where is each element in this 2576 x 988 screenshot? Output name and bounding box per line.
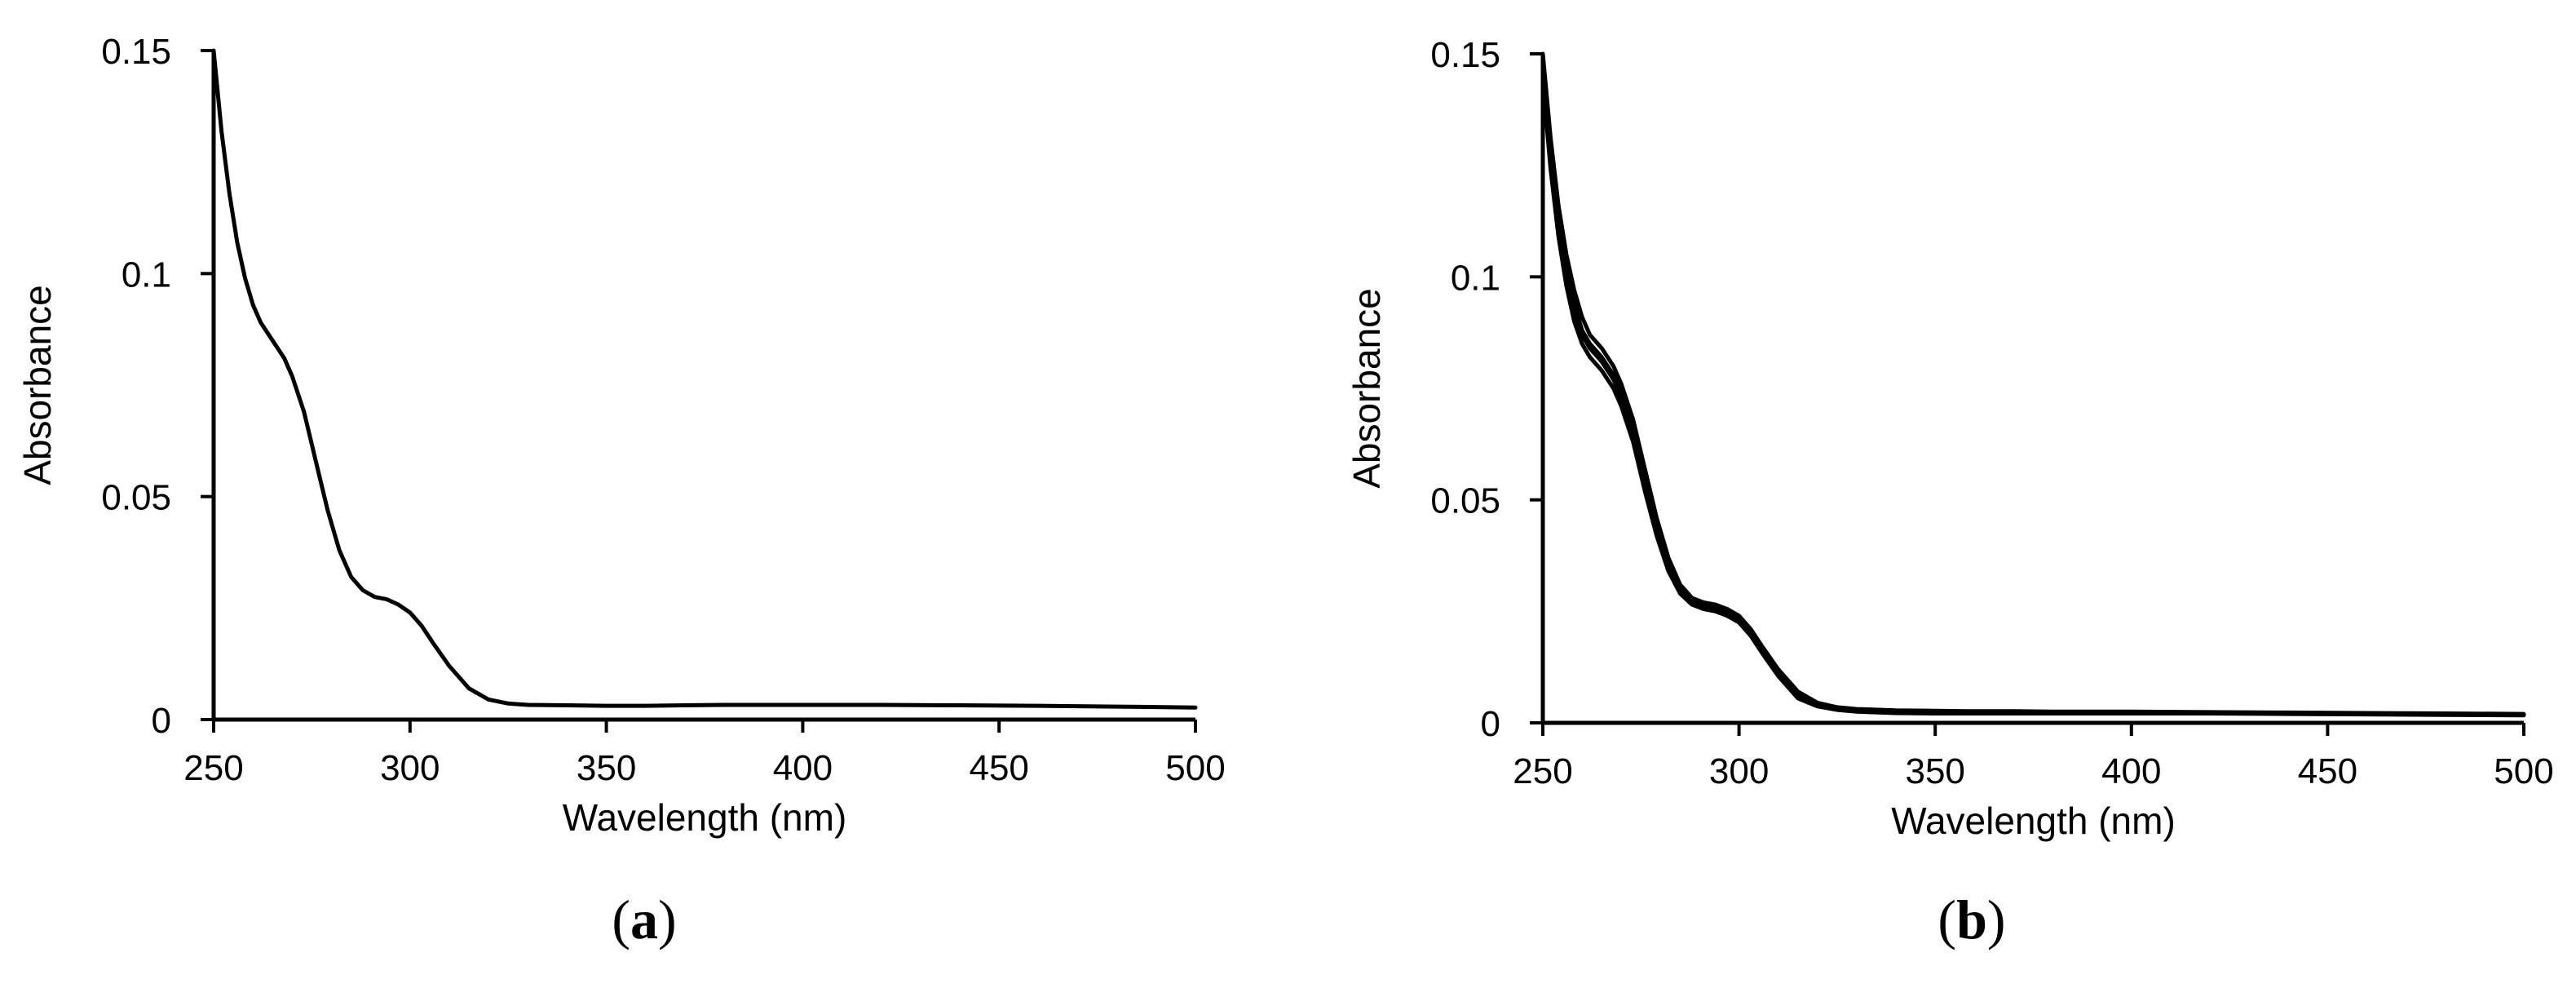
series-line-spectrum-4 xyxy=(1540,78,2526,718)
x-axis-title: Wavelength (nm) xyxy=(1891,800,2176,842)
x-tick-label: 400 xyxy=(773,748,833,788)
y-tick-label: 0.05 xyxy=(101,478,171,518)
y-tick-label: 0 xyxy=(1481,704,1500,744)
x-tick-label: 500 xyxy=(1165,748,1225,788)
y-tick-label: 0.05 xyxy=(1430,481,1500,521)
x-tick-label: 400 xyxy=(2101,751,2161,791)
x-tick-label: 450 xyxy=(969,748,1028,788)
chart-panel-b: 0 0.05 0.1 0.15 250 300 350 400 450 500 Wavelength… xyxy=(1345,35,2554,950)
panel-label: (a) xyxy=(612,888,676,950)
series-line-spectrum-3 xyxy=(1540,69,2526,717)
y-axis-title: Absorbance xyxy=(1345,288,1388,489)
series-line-spectrum xyxy=(211,48,1198,710)
x-tick-label: 350 xyxy=(1905,751,1964,791)
y-tick-label: 0 xyxy=(152,701,171,741)
chart-panel-a: 0 0.05 0.1 0.15 250 300 350 400 450 500 Wavelength… xyxy=(16,32,1226,950)
x-tick-label: 300 xyxy=(380,748,440,788)
x-tick-label: 300 xyxy=(1709,751,1769,791)
x-axis-title: Wavelength (nm) xyxy=(563,796,847,839)
x-tick-label: 350 xyxy=(577,748,636,788)
y-tick-label: 0.1 xyxy=(1451,258,1500,298)
x-tick-label: 250 xyxy=(1513,751,1572,791)
y-tick-label: 0.1 xyxy=(122,255,171,295)
x-tick-label: 450 xyxy=(2298,751,2357,791)
series-line-spectrum-2 xyxy=(1540,60,2526,717)
y-tick-label: 0.15 xyxy=(101,32,171,72)
x-tick-label: 250 xyxy=(183,748,243,788)
y-tick-label: 0.15 xyxy=(1430,35,1500,75)
y-axis-title: Absorbance xyxy=(16,285,59,485)
x-tick-label: 500 xyxy=(2494,751,2553,791)
panel-label: (b) xyxy=(1938,888,2005,950)
series-line-spectrum-1 xyxy=(1540,51,2526,716)
